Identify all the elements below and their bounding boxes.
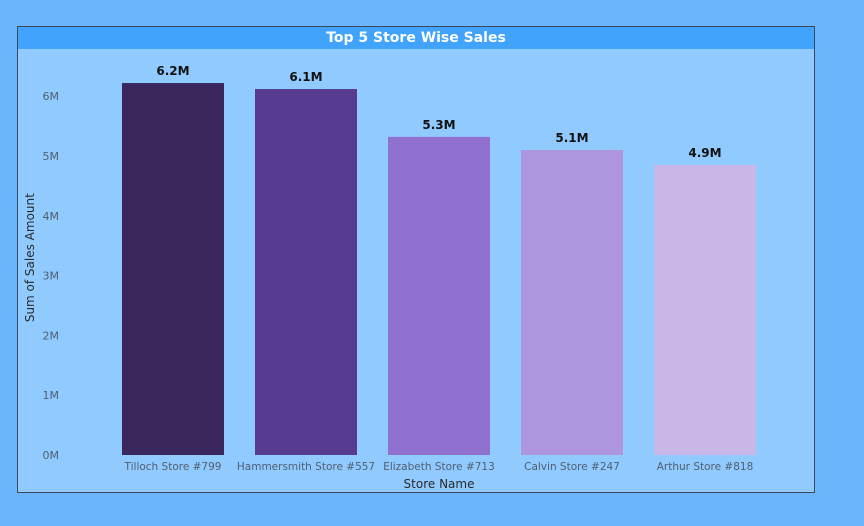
chart-title: Top 5 Store Wise Sales xyxy=(18,27,814,49)
bar-1[interactable] xyxy=(122,83,224,455)
x-tick-label: Tilloch Store #799 xyxy=(124,461,222,473)
y-tick-label: 1M xyxy=(43,389,60,402)
bar-4[interactable] xyxy=(521,150,623,455)
y-axis-title: Sum of Sales Amount xyxy=(23,193,37,322)
bar-chart-plot: 0M 1M 2M 3M 4M 5M 6M Sum of Sales Amount 6.2M Til… xyxy=(23,64,756,491)
bar-2[interactable] xyxy=(255,89,357,456)
data-label: 5.1M xyxy=(555,131,588,145)
data-label: 6.2M xyxy=(156,64,189,78)
x-tick-label: Hammersmith Store #557 xyxy=(237,461,375,473)
x-axis-title: Store Name xyxy=(404,477,475,491)
bar-5[interactable] xyxy=(654,164,756,455)
data-label: 4.9M xyxy=(688,146,721,160)
chart-visual[interactable]: Top 5 Store Wise Sales 0M 1M 2M 3M 4M 5M 6M Sum… xyxy=(17,26,815,493)
y-tick-label: 6M xyxy=(43,90,60,103)
x-tick-label: Elizabeth Store #713 xyxy=(383,461,495,473)
x-tick-label: Calvin Store #247 xyxy=(524,461,620,473)
bar-3[interactable] xyxy=(388,136,490,455)
y-tick-label: 2M xyxy=(43,329,60,342)
y-tick-label: 4M xyxy=(43,210,60,223)
data-label: 5.3M xyxy=(422,118,455,132)
y-tick-label: 3M xyxy=(43,270,60,283)
y-tick-label: 0M xyxy=(43,449,60,462)
data-label: 6.1M xyxy=(289,70,322,84)
y-tick-label: 5M xyxy=(43,150,60,163)
x-tick-label: Arthur Store #818 xyxy=(657,461,754,473)
